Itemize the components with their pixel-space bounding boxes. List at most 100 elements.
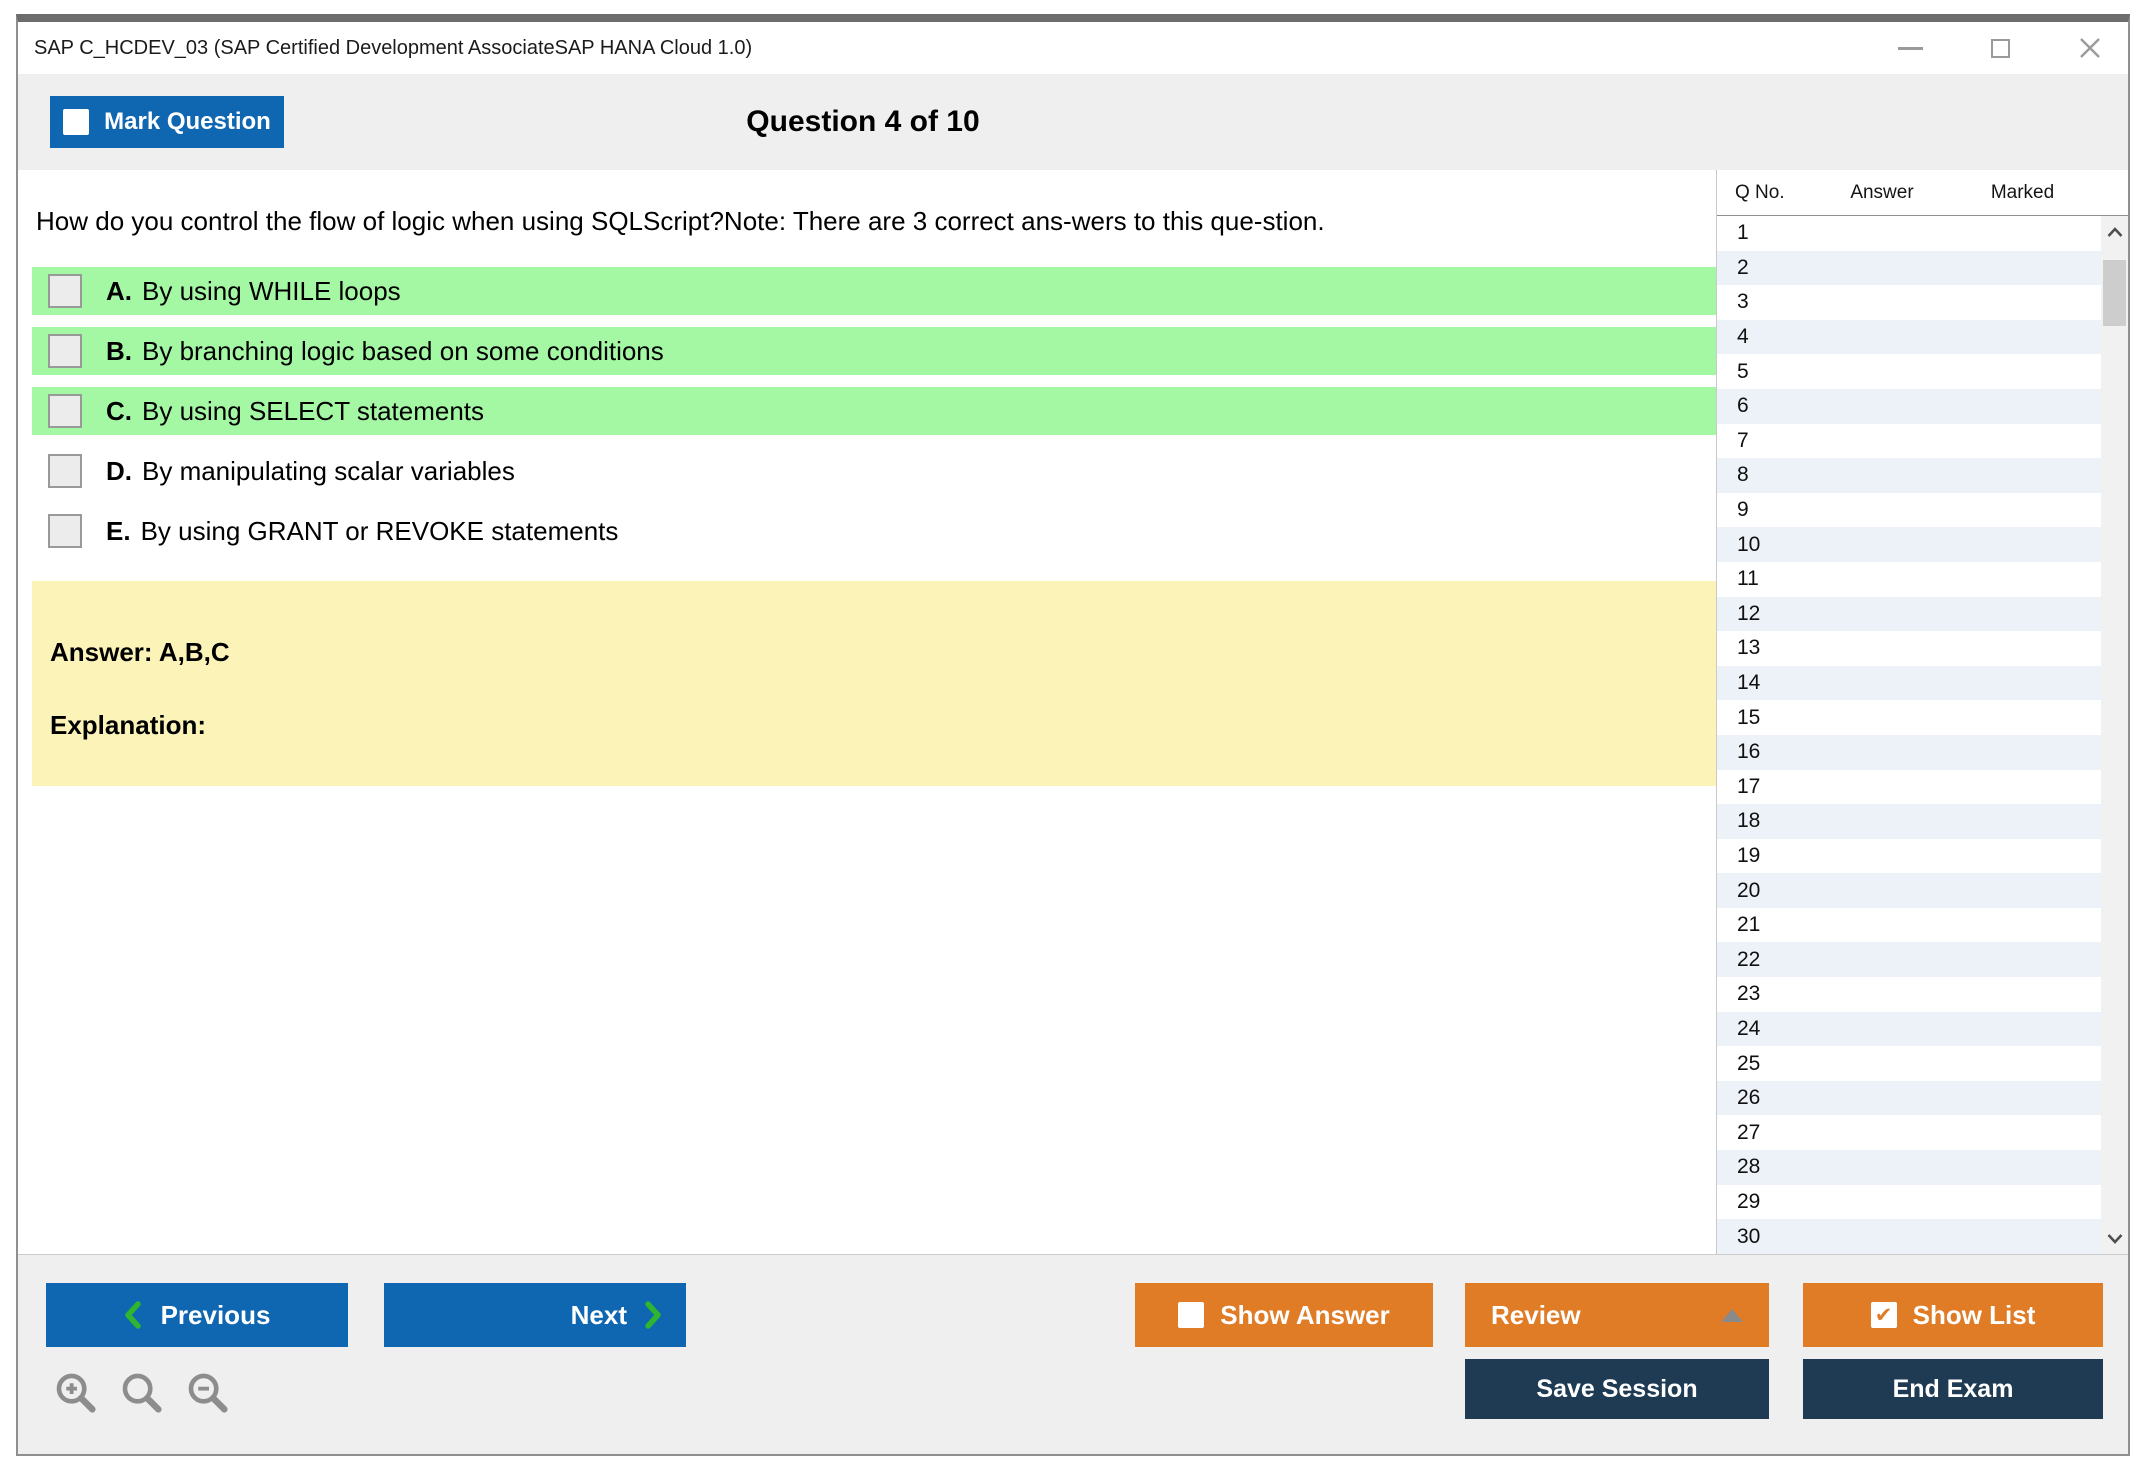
- question-list-row[interactable]: 18: [1717, 804, 2101, 839]
- previous-button[interactable]: Previous: [46, 1283, 348, 1347]
- row-question-number: 1: [1737, 221, 1749, 245]
- question-list-row[interactable]: 4: [1717, 319, 2101, 355]
- save-session-button[interactable]: Save Session: [1465, 1359, 1769, 1419]
- row-question-number: 30: [1737, 1224, 1761, 1248]
- row-question-number: 27: [1737, 1120, 1761, 1144]
- end-exam-label: End Exam: [1892, 1374, 2014, 1403]
- question-list-row[interactable]: 22: [1717, 942, 2101, 978]
- question-list-row[interactable]: 21: [1717, 908, 2101, 943]
- maximize-icon: [1990, 38, 2010, 58]
- row-question-number: 13: [1737, 636, 1761, 660]
- option-text: By branching logic based on some conditi…: [142, 335, 664, 366]
- option-checkbox[interactable]: [48, 514, 82, 548]
- question-list-row[interactable]: 12: [1717, 596, 2101, 632]
- question-list-scrollbar[interactable]: [2101, 216, 2128, 1254]
- column-header-marked: Marked: [1990, 181, 2055, 203]
- question-list-row[interactable]: 26: [1717, 1080, 2101, 1116]
- mark-question-checkbox[interactable]: [63, 109, 90, 135]
- question-list-row[interactable]: 24: [1717, 1011, 2101, 1047]
- question-list-row[interactable]: 8: [1717, 458, 2101, 493]
- column-header-answer: Answer: [1850, 181, 1914, 203]
- question-list-row[interactable]: 1: [1717, 216, 2101, 251]
- answer-option[interactable]: E. By using GRANT or REVOKE statements: [32, 507, 1716, 555]
- show-list-checkbox[interactable]: [1870, 1302, 1897, 1328]
- question-list-row[interactable]: 30: [1717, 1219, 2101, 1254]
- row-question-number: 15: [1737, 705, 1761, 729]
- question-list-row[interactable]: 27: [1717, 1115, 2101, 1150]
- row-question-number: 17: [1737, 774, 1761, 798]
- question-list-row[interactable]: 11: [1717, 562, 2101, 597]
- option-letter: A.: [106, 275, 132, 306]
- row-question-number: 14: [1737, 671, 1761, 695]
- minimize-button[interactable]: [1894, 32, 1926, 64]
- row-question-number: 16: [1737, 740, 1761, 764]
- row-question-number: 5: [1737, 359, 1749, 383]
- question-list-row[interactable]: 5: [1717, 354, 2101, 389]
- show-list-button[interactable]: Show List: [1803, 1283, 2103, 1347]
- row-question-number: 4: [1737, 325, 1749, 349]
- question-list-row[interactable]: 13: [1717, 631, 2101, 666]
- question-list-body: 1 2 3 4 5 6 7 8 9 10 11: [1717, 216, 2128, 1254]
- scroll-down-button[interactable]: [2106, 1231, 2123, 1245]
- question-list-row[interactable]: 2: [1717, 250, 2101, 286]
- question-list-row[interactable]: 14: [1717, 665, 2101, 701]
- scroll-down-icon: [2107, 1233, 2122, 1244]
- zoom-out-button[interactable]: [184, 1369, 234, 1419]
- show-answer-button[interactable]: Show Answer: [1135, 1283, 1433, 1347]
- close-button[interactable]: [2074, 32, 2106, 64]
- row-question-number: 26: [1737, 1086, 1761, 1110]
- question-list-row[interactable]: 6: [1717, 388, 2101, 424]
- option-checkbox[interactable]: [48, 394, 82, 428]
- scroll-up-icon: [2107, 226, 2122, 237]
- question-list-row[interactable]: 7: [1717, 424, 2101, 459]
- question-list-row[interactable]: 28: [1717, 1150, 2101, 1185]
- question-list-row[interactable]: 17: [1717, 770, 2101, 805]
- answer-option[interactable]: D. By manipulating scalar variables: [32, 447, 1716, 495]
- question-list-row[interactable]: 29: [1717, 1185, 2101, 1220]
- row-question-number: 7: [1737, 428, 1749, 452]
- question-list-row[interactable]: 9: [1717, 493, 2101, 528]
- question-list-rows: 1 2 3 4 5 6 7 8 9 10 11: [1717, 216, 2101, 1254]
- answer-option[interactable]: B. By branching logic based on some cond…: [32, 327, 1716, 375]
- zoom-reset-button[interactable]: [118, 1369, 168, 1419]
- question-list-header: Q No. Answer Marked: [1717, 170, 2128, 216]
- question-list-row[interactable]: 19: [1717, 839, 2101, 874]
- row-question-number: 28: [1737, 1155, 1761, 1179]
- end-exam-button[interactable]: End Exam: [1803, 1359, 2103, 1419]
- row-question-number: 22: [1737, 947, 1761, 971]
- zoom-in-button[interactable]: [52, 1369, 102, 1419]
- row-question-number: 10: [1737, 532, 1761, 556]
- row-question-number: 8: [1737, 463, 1749, 487]
- chevron-left-icon: [124, 1301, 141, 1329]
- option-checkbox[interactable]: [48, 454, 82, 488]
- chevron-right-icon: [645, 1301, 662, 1329]
- option-checkbox[interactable]: [48, 334, 82, 368]
- answer-option[interactable]: A. By using WHILE loops: [32, 267, 1716, 315]
- bottom-bar: Previous Next Show Answer Review: [18, 1254, 2128, 1454]
- question-list-row[interactable]: 15: [1717, 700, 2101, 735]
- mark-question-button[interactable]: Mark Question: [50, 96, 284, 148]
- scroll-up-button[interactable]: [2106, 225, 2123, 239]
- question-pane: How do you control the flow of logic whe…: [18, 170, 1716, 1254]
- question-list-row[interactable]: 16: [1717, 734, 2101, 770]
- show-answer-checkbox[interactable]: [1178, 1302, 1205, 1328]
- question-list-row[interactable]: 10: [1717, 527, 2101, 562]
- maximize-button[interactable]: [1984, 32, 2016, 64]
- review-button[interactable]: Review: [1465, 1283, 1769, 1347]
- option-checkbox[interactable]: [48, 274, 82, 308]
- answer-text: Answer: A,B,C: [50, 637, 230, 667]
- question-list-row[interactable]: 3: [1717, 285, 2101, 320]
- row-question-number: 3: [1737, 290, 1749, 314]
- option-letter: B.: [106, 335, 132, 366]
- close-icon: [2080, 38, 2100, 58]
- question-list-row[interactable]: 25: [1717, 1046, 2101, 1081]
- scrollbar-thumb[interactable]: [2103, 260, 2126, 326]
- row-question-number: 9: [1737, 498, 1749, 522]
- next-button[interactable]: Next: [384, 1283, 686, 1347]
- answer-option[interactable]: C. By using SELECT statements: [32, 387, 1716, 435]
- question-list-row[interactable]: 23: [1717, 977, 2101, 1012]
- question-list-row[interactable]: 20: [1717, 873, 2101, 908]
- content-area: How do you control the flow of logic whe…: [18, 170, 2128, 1254]
- option-letter: E.: [106, 515, 131, 546]
- answer-box: Answer: A,B,C Explanation:: [32, 581, 1716, 786]
